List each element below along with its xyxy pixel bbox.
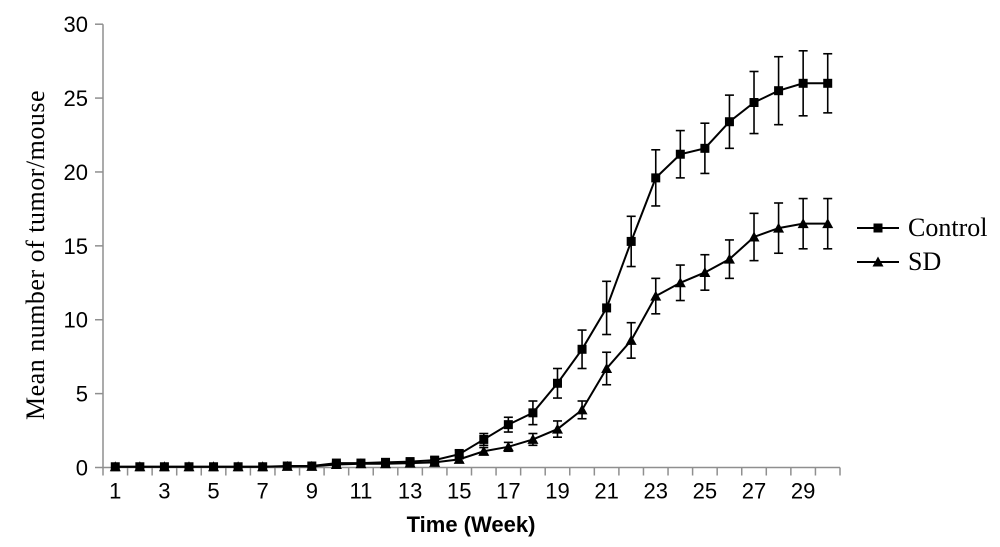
data-point-marker — [158, 461, 170, 472]
data-point-marker — [527, 433, 539, 444]
y-tick-label: 25 — [64, 86, 88, 111]
legend-item-control: Control — [856, 211, 987, 245]
x-tick-label: 17 — [496, 479, 520, 504]
data-point-marker — [281, 460, 293, 471]
data-point-marker — [257, 461, 269, 472]
data-point-marker — [330, 459, 342, 470]
data-point-marker — [822, 218, 834, 229]
y-tick-label: 5 — [76, 382, 88, 407]
data-point-marker — [404, 457, 416, 468]
legend: Control SD — [856, 211, 987, 279]
x-tick-label: 15 — [447, 479, 471, 504]
data-point-marker — [723, 253, 735, 264]
series-line-control — [115, 82, 828, 468]
data-point-marker — [134, 461, 146, 472]
y-tick-label: 10 — [64, 308, 88, 333]
y-tick-label: 30 — [64, 12, 88, 37]
square-marker-icon — [857, 223, 899, 233]
x-tick-label: 19 — [545, 479, 569, 504]
data-point-marker — [675, 149, 685, 159]
data-point-marker — [700, 143, 710, 153]
data-point-marker — [183, 461, 195, 472]
data-point-marker — [429, 456, 441, 467]
data-point-marker — [552, 378, 562, 388]
x-tick-label: 21 — [594, 479, 618, 504]
data-point-marker — [625, 334, 637, 345]
data-point-marker — [797, 218, 809, 229]
data-point-marker — [724, 117, 734, 127]
data-point-marker — [651, 173, 661, 183]
data-point-marker — [626, 236, 636, 246]
data-point-marker — [380, 458, 392, 469]
x-tick-label: 1 — [109, 479, 121, 504]
data-point-marker — [232, 461, 244, 472]
data-point-marker — [773, 222, 785, 233]
data-point-marker — [306, 460, 318, 471]
data-point-marker — [576, 404, 588, 415]
x-tick-label: 7 — [257, 479, 269, 504]
data-point-marker — [355, 458, 367, 469]
data-point-marker — [528, 408, 538, 418]
data-point-marker — [749, 98, 759, 108]
x-tick-label: 23 — [644, 479, 668, 504]
x-tick-label: 9 — [306, 479, 318, 504]
x-tick-label: 5 — [207, 479, 219, 504]
legend-label-sd: SD — [908, 247, 942, 276]
x-tick-label: 25 — [693, 479, 717, 504]
data-point-marker — [577, 344, 587, 354]
data-point-marker — [478, 445, 490, 456]
data-point-marker — [674, 277, 686, 288]
data-point-marker — [774, 86, 784, 96]
y-tick-label: 0 — [76, 456, 88, 481]
x-tick-label: 29 — [791, 479, 815, 504]
data-point-marker — [208, 461, 220, 472]
series-sd — [109, 197, 834, 472]
data-point-marker — [748, 231, 760, 242]
data-point-marker — [479, 434, 489, 444]
data-point-marker — [503, 420, 513, 430]
x-tick-label: 13 — [398, 479, 422, 504]
x-tick-label: 11 — [350, 479, 373, 504]
y-tick-label: 15 — [64, 234, 88, 259]
data-point-marker — [502, 441, 514, 452]
y-tick-label: 20 — [64, 160, 88, 185]
legend-label-control: Control — [908, 213, 988, 242]
triangle-marker-icon — [857, 256, 899, 267]
data-point-marker — [798, 78, 808, 88]
data-point-marker — [109, 461, 121, 472]
x-tick-label: 27 — [742, 479, 766, 504]
data-point-marker — [650, 290, 662, 301]
data-point-marker — [699, 266, 711, 277]
legend-item-sd: SD — [856, 245, 987, 279]
data-point-marker — [453, 453, 465, 464]
data-point-marker — [601, 362, 613, 373]
data-point-marker — [551, 423, 563, 434]
data-point-marker — [602, 303, 612, 313]
data-point-marker — [823, 78, 833, 88]
x-axis-title: Time (Week) — [406, 512, 536, 537]
series-line-sd — [115, 222, 828, 468]
x-tick-label: 3 — [158, 479, 170, 504]
